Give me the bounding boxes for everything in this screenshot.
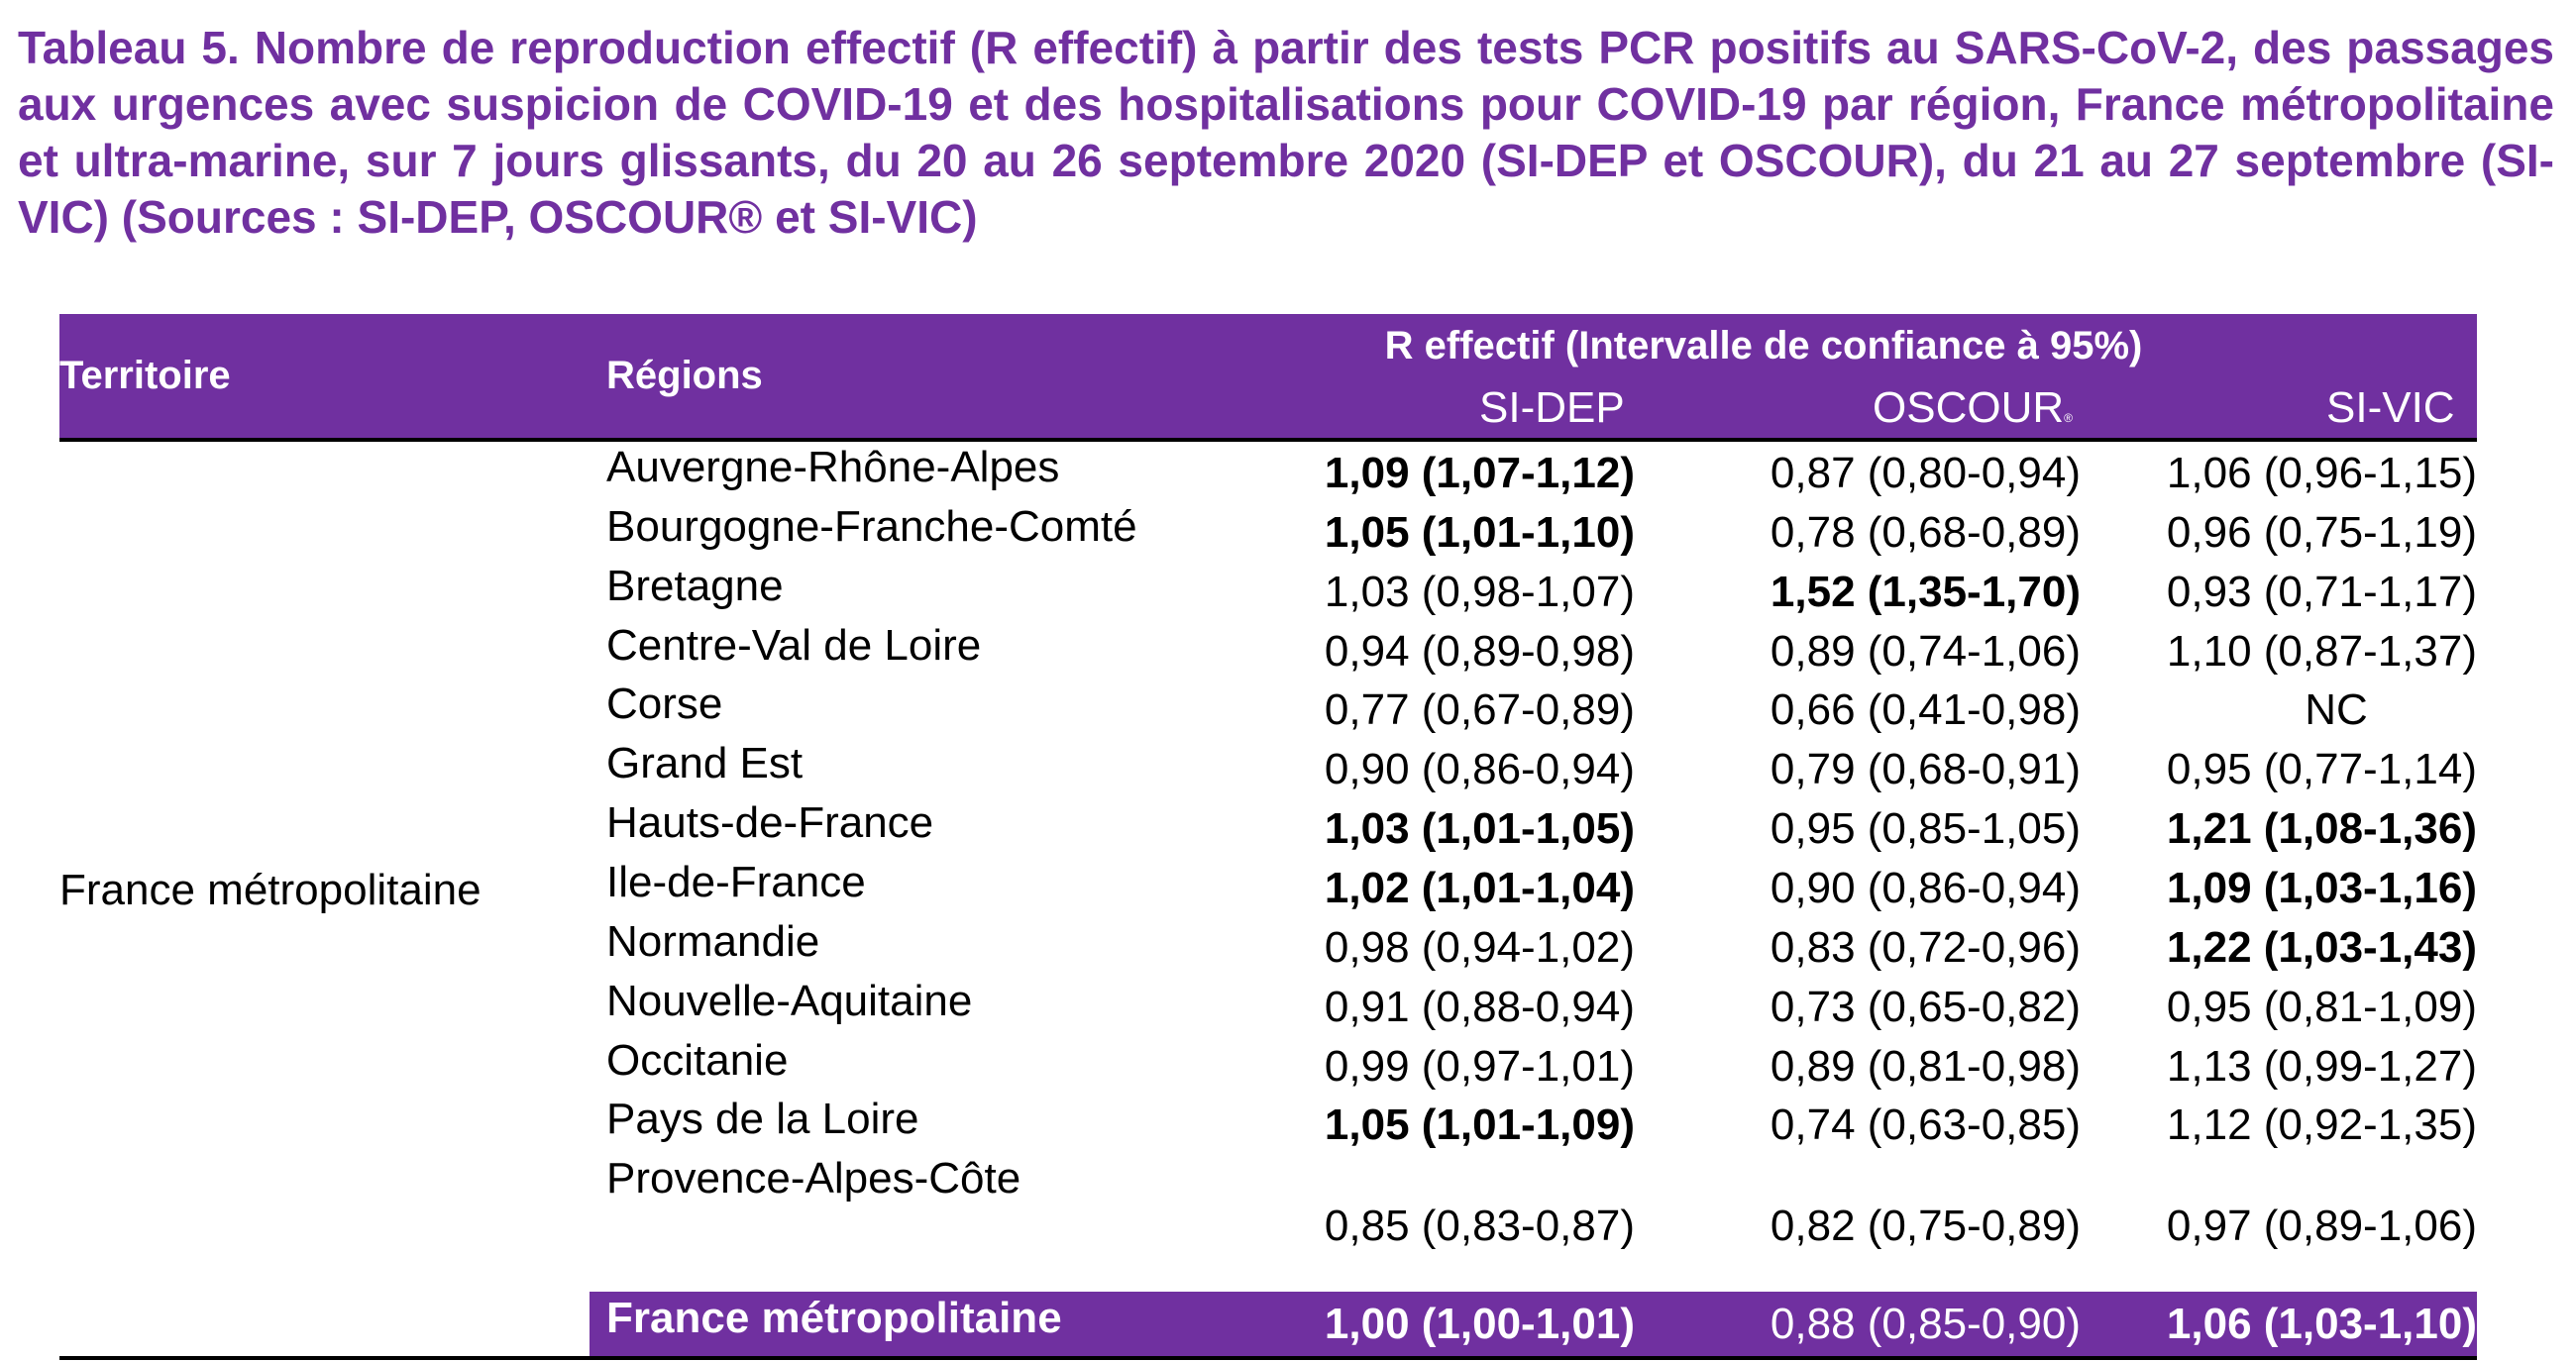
table-row: Pays de la Loire 1,05 (1,01-1,09) 0,74 (0,… (59, 1095, 2477, 1157)
si-vic-cell: 1,13 (0,99-1,27) (2166, 1042, 2477, 1091)
oscour-cell: 0,78 (0,68-0,89) (1770, 508, 2081, 557)
total-row: France métropolitaine 1,00 (1,00-1,01) 0… (590, 1292, 2477, 1356)
si-vic-cell: 0,95 (0,77-1,14) (2166, 745, 2477, 793)
region-cell: Occitanie (606, 1036, 789, 1085)
oscour-cell: 0,90 (0,86-0,94) (1770, 864, 2081, 912)
si-vic-cell: 0,93 (0,71-1,17) (2166, 568, 2477, 616)
oscour-cell: 0,89 (0,81-0,98) (1770, 1042, 2081, 1091)
table-caption: Tableau 5. Nombre de reproduction effect… (18, 22, 2554, 243)
si-dep-cell: 1,05 (1,01-1,10) (1324, 508, 1635, 557)
oscour-cell: 0,74 (0,63-0,85) (1770, 1100, 2081, 1149)
oscour-cell: 0,95 (0,85-1,05) (1770, 804, 2081, 853)
si-dep-cell: 1,02 (1,01-1,04) (1324, 864, 1635, 912)
table-row: Ile-de-France 1,02 (1,01-1,04) 0,90 (0,86-… (59, 858, 2477, 920)
table-row: Auvergne-Rhône-Alpes 1,09 (1,07-1,12) 0,87… (59, 443, 2477, 505)
oscour-cell: 0,79 (0,68-0,91) (1770, 745, 2081, 793)
region-cell: Centre-Val de Loire (606, 621, 982, 670)
table-row: Nouvelle-Aquitaine 0,91 (0,88-0,94) 0,73 (… (59, 977, 2477, 1039)
oscour-cell: 0,66 (0,41-0,98) (1770, 685, 2081, 734)
header-oscour: OSCOUR® (1873, 383, 2073, 433)
header-si-dep: SI-DEP (1479, 383, 1625, 432)
si-vic-cell: 0,97 (0,89-1,06) (2166, 1202, 2477, 1250)
table-row: Centre-Val de Loire 0,94 (0,89-0,98) 0,89 … (59, 621, 2477, 683)
si-vic-cell: 1,12 (0,92-1,35) (2166, 1100, 2477, 1149)
region-cell: Normandie (606, 917, 820, 966)
si-dep-cell: 0,98 (0,94-1,02) (1324, 923, 1635, 972)
table-row: Normandie 0,98 (0,94-1,02) 0,83 (0,72-0,96… (59, 917, 2477, 980)
table-row: Bretagne 1,03 (0,98-1,07) 1,52 (1,35-1,70)… (59, 562, 2477, 624)
region-cell: Hauts-de-France (606, 798, 934, 847)
table-row: Bourgogne-Franche-Comté 1,05 (1,01-1,10) 0… (59, 502, 2477, 565)
si-dep-cell: 0,91 (0,88-0,94) (1324, 983, 1635, 1031)
si-vic-cell: 1,10 (0,87-1,37) (2166, 627, 2477, 676)
si-vic-cell: 1,21 (1,08-1,36) (2166, 804, 2477, 853)
total-si-vic: 1,06 (1,03-1,10) (2166, 1300, 2477, 1348)
region-cell: Grand Est (606, 739, 804, 787)
header-regions: Régions (606, 354, 763, 397)
si-dep-cell: 0,77 (0,67-0,89) (1324, 685, 1635, 734)
si-dep-cell: 0,85 (0,83-0,87) (1324, 1202, 1635, 1250)
table-row: Provence-Alpes-Côte 0,85 (0,83-0,87) 0,82 … (59, 1154, 2477, 1258)
region-cell: Pays de la Loire (606, 1095, 919, 1143)
oscour-cell: 1,52 (1,35-1,70) (1770, 568, 2081, 616)
oscour-cell: 0,89 (0,74-1,06) (1770, 627, 2081, 676)
si-dep-cell: 0,90 (0,86-0,94) (1324, 745, 1635, 793)
total-si-dep: 1,00 (1,00-1,01) (1324, 1300, 1635, 1348)
registered-mark: ® (2064, 411, 2073, 425)
si-vic-cell: NC (2305, 685, 2368, 734)
si-vic-cell: 1,09 (1,03-1,16) (2166, 864, 2477, 912)
total-oscour: 0,88 (0,85-0,90) (1770, 1300, 2081, 1348)
table-row: Corse 0,77 (0,67-0,89) 0,66 (0,41-0,98) NC (59, 680, 2477, 742)
oscour-cell: 0,87 (0,80-0,94) (1770, 449, 2081, 497)
table-row: Hauts-de-France 1,03 (1,01-1,05) 0,95 (0,8… (59, 798, 2477, 861)
table-row: Occitanie 0,99 (0,97-1,01) 0,89 (0,81-0,98… (59, 1036, 2477, 1099)
region-cell: Ile-de-France (606, 858, 866, 906)
territory-cell: France métropolitaine (59, 866, 482, 914)
oscour-cell: 0,83 (0,72-0,96) (1770, 923, 2081, 972)
region-cell: Auvergne-Rhône-Alpes (606, 443, 1060, 491)
si-dep-cell: 1,05 (1,01-1,09) (1324, 1100, 1635, 1149)
oscour-cell: 0,82 (0,75-0,89) (1770, 1202, 2081, 1250)
si-vic-cell: 0,96 (0,75-1,19) (2166, 508, 2477, 557)
header-rule (59, 438, 2477, 442)
region-cell: Corse (606, 680, 723, 728)
si-dep-cell: 0,94 (0,89-0,98) (1324, 627, 1635, 676)
si-vic-cell: 0,95 (0,81-1,09) (2166, 983, 2477, 1031)
region-cell: Bretagne (606, 562, 784, 610)
si-dep-cell: 1,03 (1,01-1,05) (1324, 804, 1635, 853)
region-cell: Provence-Alpes-Côte (606, 1154, 1021, 1203)
si-dep-cell: 0,99 (0,97-1,01) (1324, 1042, 1635, 1091)
header-oscour-label: OSCOUR (1873, 383, 2065, 432)
table-row: Grand Est 0,90 (0,86-0,94) 0,79 (0,68-0,91… (59, 739, 2477, 801)
table-header: Territoire Régions R effectif (Intervall… (59, 314, 2477, 438)
header-territory: Territoire (59, 354, 231, 397)
si-dep-cell: 1,03 (0,98-1,07) (1324, 568, 1635, 616)
si-vic-cell: 1,06 (0,96-1,15) (2166, 449, 2477, 497)
region-cell: Bourgogne-Franche-Comté (606, 502, 1137, 551)
si-dep-cell: 1,09 (1,07-1,12) (1324, 449, 1635, 497)
r-effectif-table: Territoire Régions R effectif (Intervall… (59, 314, 2477, 1361)
oscour-cell: 0,73 (0,65-0,82) (1770, 983, 2081, 1031)
header-si-vic: SI-VIC (2326, 383, 2455, 432)
si-vic-cell: 1,22 (1,03-1,43) (2166, 923, 2477, 972)
region-cell: Nouvelle-Aquitaine (606, 977, 973, 1025)
total-region: France métropolitaine (606, 1294, 1062, 1342)
header-r-effectif: R effectif (Intervalle de confiance à 95… (1384, 324, 2143, 367)
